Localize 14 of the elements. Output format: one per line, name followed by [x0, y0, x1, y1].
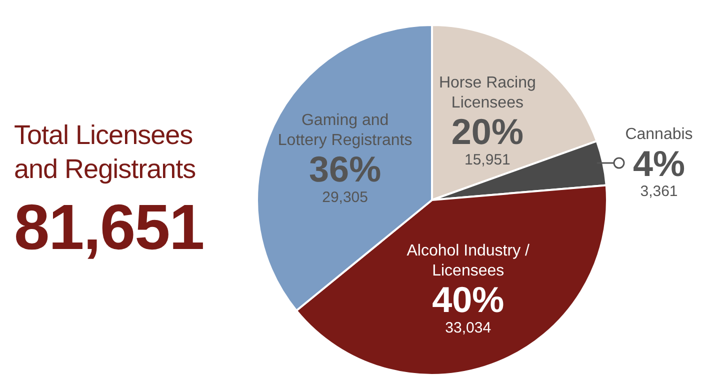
slice-label: Gaming and Lottery Registrants	[278, 112, 412, 150]
data-label: 33,034	[445, 319, 492, 336]
data-label: 29,305	[322, 188, 368, 206]
text: 36%	[309, 148, 382, 190]
data-label: 3,361	[640, 182, 678, 200]
slice-label: Horse Racing Licensees	[438, 74, 536, 112]
text: 40%	[432, 279, 504, 320]
slice-label: Cannabis	[625, 126, 693, 144]
text: Total Licensees and Registrants	[14, 119, 197, 186]
slice-label: Alcohol Industry / Licensees	[406, 242, 530, 280]
data-label: 15,951	[464, 151, 510, 168]
text: 20%	[451, 111, 524, 152]
text: 4%	[632, 142, 686, 184]
text: 81,651	[14, 190, 204, 264]
